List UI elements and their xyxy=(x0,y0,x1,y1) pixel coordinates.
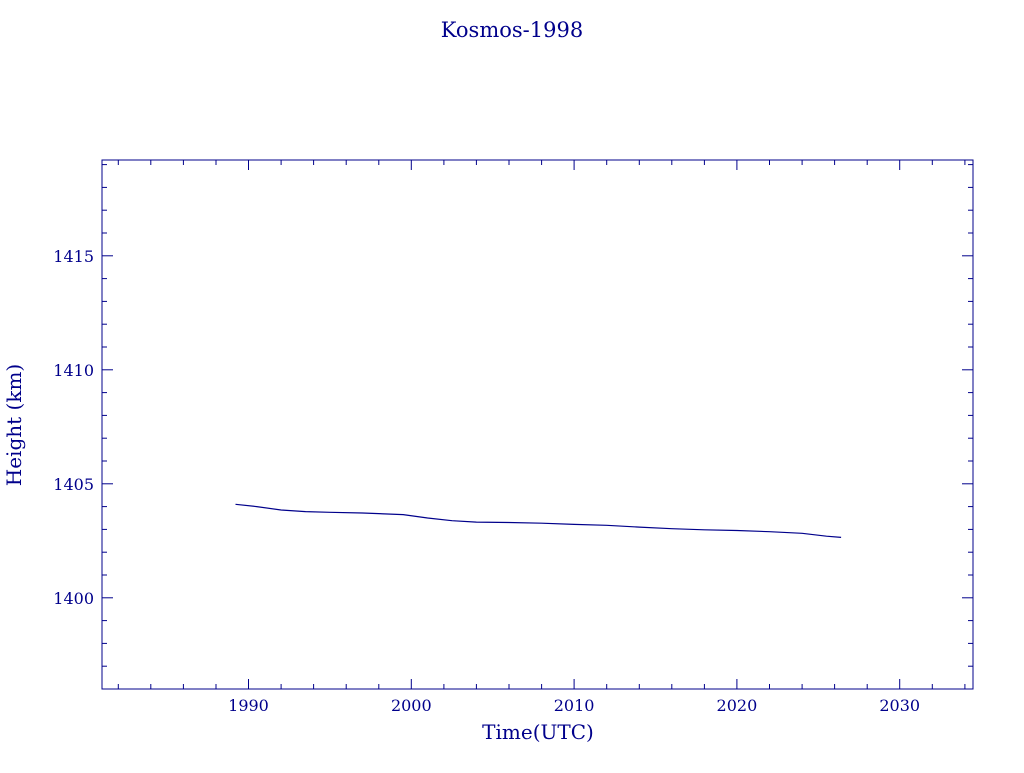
y-tick-label: 1405 xyxy=(53,475,94,494)
height-series-line xyxy=(235,503,842,538)
y-tick-label: 1415 xyxy=(53,247,94,266)
x-tick-labels: 1990 2000 2010 2020 2030 xyxy=(228,696,920,715)
y-tick-labels: 1400 1405 1410 1415 xyxy=(53,247,94,608)
chart-title: Kosmos-1998 xyxy=(441,18,583,42)
x-tick-label: 2000 xyxy=(391,696,432,715)
x-tick-label: 2010 xyxy=(554,696,595,715)
series-layer xyxy=(235,503,842,538)
y-tick-label: 1400 xyxy=(53,589,94,608)
y-axis-label: Height (km) xyxy=(2,364,26,486)
x-tick-label: 1990 xyxy=(228,696,269,715)
x-axis-ticks xyxy=(117,160,966,689)
y-axis-ticks xyxy=(102,164,973,690)
x-tick-label: 2020 xyxy=(717,696,758,715)
y-tick-label: 1410 xyxy=(53,361,94,380)
x-tick-label: 2030 xyxy=(879,696,920,715)
x-axis-label: Time(UTC) xyxy=(482,720,594,744)
plot-frame xyxy=(101,159,974,690)
